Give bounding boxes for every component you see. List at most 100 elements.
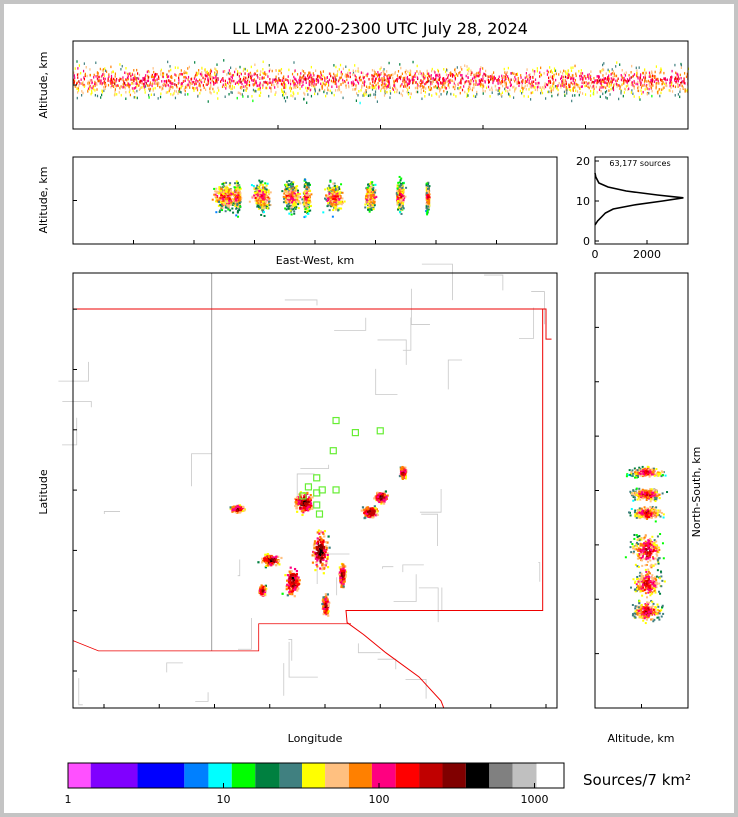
source-point	[138, 88, 141, 91]
source-point	[645, 85, 647, 88]
source-point	[320, 71, 322, 75]
source-point	[283, 86, 285, 90]
source-point	[336, 70, 339, 73]
source-point	[427, 85, 430, 89]
source-point	[386, 70, 388, 73]
source-point	[460, 65, 462, 69]
x-tick-label: 0	[592, 248, 599, 261]
source-point	[311, 77, 313, 80]
source-point	[166, 83, 168, 86]
source-point	[483, 75, 485, 79]
source-point	[468, 67, 470, 70]
source-point	[550, 69, 552, 72]
source-point	[437, 70, 440, 73]
source-point	[97, 72, 99, 75]
source-point	[608, 79, 610, 83]
source-point	[651, 76, 653, 79]
source-point	[239, 192, 242, 195]
source-point	[236, 196, 239, 199]
source-point	[680, 63, 683, 67]
source-point	[329, 193, 332, 196]
source-point	[313, 78, 315, 81]
source-point	[598, 75, 600, 78]
source-point	[379, 73, 381, 77]
source-point	[229, 78, 231, 81]
source-point	[318, 74, 320, 78]
source-point	[638, 66, 640, 69]
source-point	[505, 73, 507, 77]
source-point	[318, 88, 321, 92]
source-point	[426, 197, 429, 200]
source-point	[654, 70, 656, 74]
source-point	[165, 81, 168, 84]
source-point	[268, 197, 271, 200]
source-point	[212, 76, 214, 80]
source-point	[426, 80, 428, 84]
source-point	[660, 70, 662, 74]
source-point	[683, 77, 685, 80]
source-point	[613, 78, 615, 81]
source-point	[234, 82, 237, 85]
source-point	[136, 80, 138, 83]
source-point	[680, 76, 682, 80]
source-point	[187, 78, 189, 81]
source-point	[279, 79, 281, 82]
source-point	[639, 74, 642, 77]
source-point	[329, 72, 331, 76]
source-point	[125, 78, 127, 81]
source-point	[425, 210, 428, 213]
source-point	[674, 85, 677, 89]
source-point	[154, 73, 156, 77]
source-point	[250, 184, 253, 187]
source-point	[334, 201, 337, 204]
source-point	[226, 192, 229, 195]
source-point	[239, 77, 242, 81]
source-point	[446, 80, 448, 84]
source-point	[479, 70, 481, 74]
source-point	[227, 195, 230, 198]
source-point	[255, 195, 258, 198]
source-point	[111, 84, 113, 87]
source-point	[237, 215, 240, 218]
source-point	[477, 83, 479, 86]
source-point	[454, 70, 456, 74]
source-point	[108, 75, 110, 78]
source-point	[305, 196, 308, 199]
source-point	[454, 74, 456, 78]
source-point	[371, 88, 374, 91]
source-point	[632, 74, 635, 78]
source-point	[397, 77, 399, 81]
source-point	[268, 200, 271, 203]
source-point	[584, 75, 586, 78]
source-point	[251, 95, 253, 98]
source-point	[261, 198, 264, 201]
source-point	[225, 202, 228, 205]
source-point	[138, 80, 141, 84]
source-point	[363, 94, 365, 97]
source-point	[565, 70, 567, 74]
source-point	[548, 81, 550, 85]
source-point	[355, 99, 357, 102]
source-point	[671, 75, 673, 79]
source-point	[646, 87, 648, 90]
source-point	[436, 80, 438, 84]
figure-title: LL LMA 2200-2300 UTC July 28, 2024	[232, 19, 528, 38]
source-point	[315, 69, 317, 72]
source-point	[214, 193, 217, 196]
source-point	[622, 94, 624, 98]
source-point	[651, 81, 653, 84]
source-point	[307, 196, 310, 199]
source-point	[332, 79, 335, 83]
source-point	[507, 86, 509, 89]
source-point	[428, 201, 431, 204]
source-point	[360, 71, 362, 74]
source-point	[377, 85, 380, 89]
source-point	[78, 80, 80, 83]
source-point	[78, 64, 81, 67]
source-point	[211, 79, 213, 82]
source-point	[601, 80, 603, 84]
source-point	[489, 88, 491, 92]
source-point	[381, 77, 383, 80]
source-point	[620, 90, 622, 93]
source-point	[365, 193, 368, 196]
